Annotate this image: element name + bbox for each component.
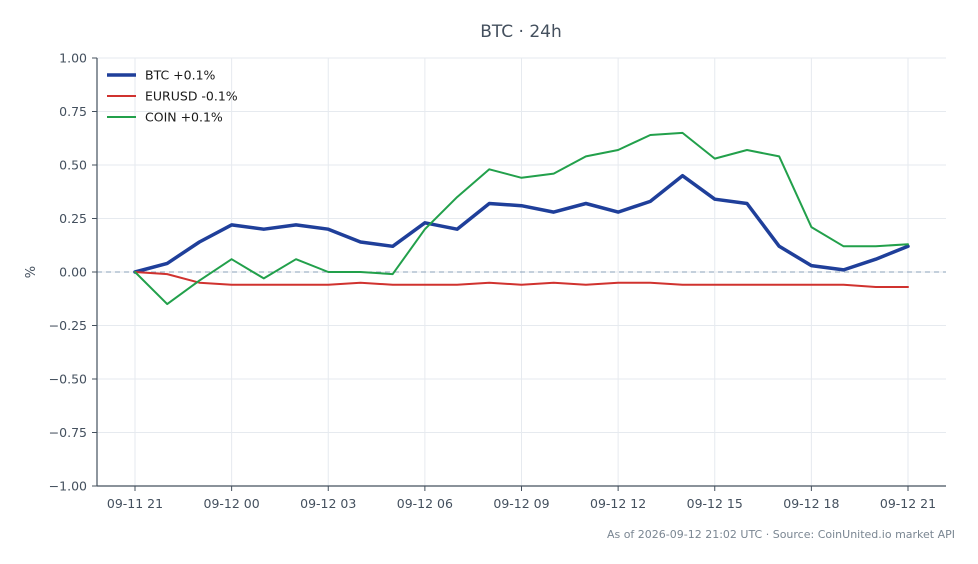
x-tick-label: 09-12 18	[783, 496, 839, 511]
chart-title: BTC · 24h	[480, 22, 562, 42]
x-tick-label: 09-11 21	[107, 496, 163, 511]
series-line-1	[133, 173, 910, 274]
legend-label: BTC +0.1%	[145, 68, 216, 83]
y-tick-label: −0.75	[49, 425, 87, 440]
y-ticks: 1.00 0.75 0.50 0.25 0.00 −0.25 −0.50 −0.75 −1.00	[49, 51, 97, 494]
x-ticks: 09-11 21 09-12 00 09-12 03 09-12 06 09-12 09…	[107, 486, 936, 511]
y-tick-label: 0.00	[59, 265, 87, 280]
series-line-2	[134, 271, 909, 288]
y-axis-label: %	[24, 266, 39, 278]
x-tick-label: 09-12 09	[493, 496, 549, 511]
legend-label: EURUSD -0.1%	[145, 89, 238, 104]
legend-label: COIN +0.1%	[145, 110, 223, 125]
series-line-3	[134, 131, 909, 306]
x-tick-label: 09-12 00	[204, 496, 260, 511]
y-tick-label: 1.00	[59, 51, 87, 66]
y-tick-label: −0.50	[49, 372, 87, 387]
y-tick-label: −1.00	[49, 479, 87, 494]
y-tick-label: 0.25	[59, 211, 87, 226]
source-footnote: As of 2026-09-12 21:02 UTC · Source: Coi…	[607, 528, 955, 541]
series-group	[133, 131, 910, 306]
y-tick-label: 0.50	[59, 158, 87, 173]
x-tick-label: 09-12 15	[687, 496, 743, 511]
x-tick-label: 09-12 03	[300, 496, 356, 511]
x-tick-label: 09-12 21	[880, 496, 936, 511]
x-tick-label: 09-12 06	[397, 496, 453, 511]
legend: BTC +0.1% EURUSD -0.1% COIN +0.1%	[107, 68, 238, 125]
x-tick-label: 09-12 12	[590, 496, 646, 511]
y-tick-label: 0.75	[59, 104, 87, 119]
y-tick-label: −0.25	[49, 318, 87, 333]
